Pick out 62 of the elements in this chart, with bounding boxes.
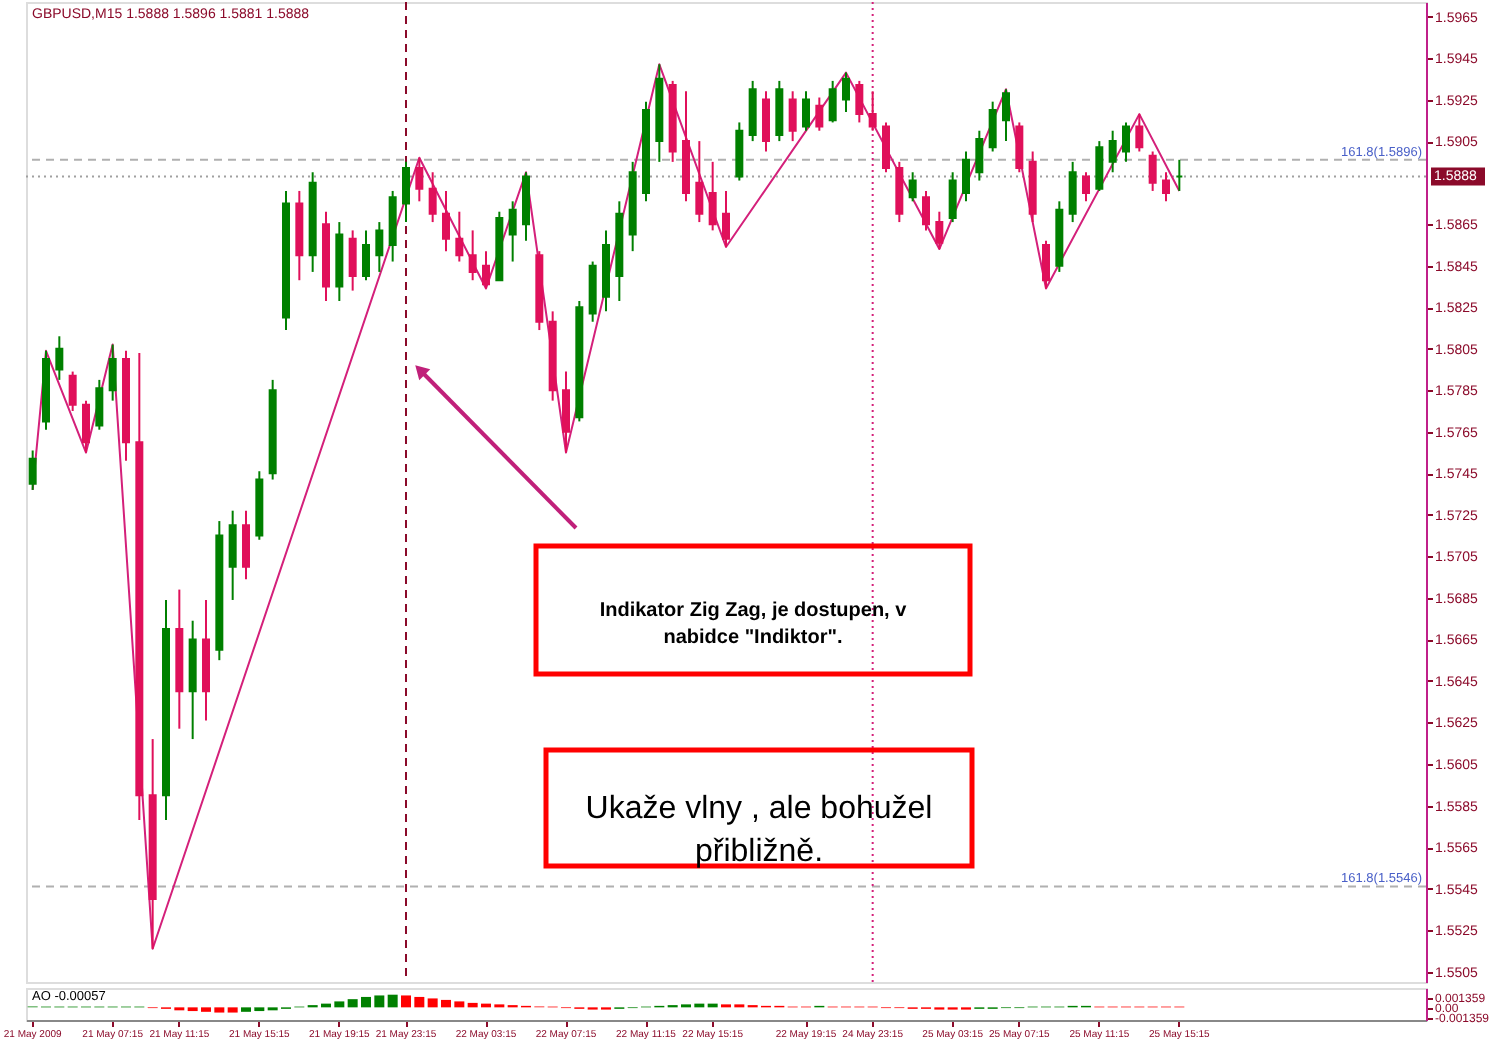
candlestick: [388, 189, 397, 263]
candlestick: [868, 90, 877, 132]
candlestick: [762, 90, 770, 153]
candlestick: [108, 343, 117, 402]
candlestick: [468, 229, 477, 282]
candlestick: [1095, 140, 1104, 192]
candlestick: [695, 140, 704, 224]
annotation: Indikator Zig Zag, je dostupen, v nabidce "Indiktor".: [599, 600, 908, 649]
candlestick: [722, 189, 730, 248]
candlestick: [1015, 121, 1024, 174]
candlestick: [375, 221, 384, 273]
candlestick: [1135, 113, 1144, 153]
candlestick: [828, 79, 837, 124]
candlestick: [442, 189, 450, 253]
annotation: Ukaže vlny , ale bohužel přibližně.: [585, 792, 933, 870]
candlestick: [82, 399, 90, 454]
candlestick: [228, 509, 237, 601]
candlestick: [962, 150, 970, 203]
candlestick: [1042, 239, 1050, 290]
candlestick: [882, 121, 890, 174]
candlestick: [588, 260, 597, 323]
candlestick: [95, 378, 104, 431]
candlestick: [428, 171, 437, 224]
candlestick: [802, 90, 810, 132]
candlestick: [562, 370, 570, 454]
candlestick: [975, 129, 984, 182]
candlestick: [922, 189, 930, 232]
candlestick: [988, 100, 997, 153]
candlestick: [1082, 171, 1090, 203]
line-series: [31, 63, 1181, 950]
candlestick: [242, 509, 250, 581]
candlestick: [895, 160, 904, 224]
candlestick: [415, 156, 424, 203]
candlestick: [1148, 150, 1157, 192]
candlestick: [1122, 121, 1130, 163]
candlestick: [28, 449, 37, 491]
candlestick: [362, 229, 370, 282]
candlestick: [908, 171, 917, 203]
candlestick: [348, 229, 357, 292]
candlestick: [1068, 160, 1077, 224]
candlestick: [522, 171, 530, 242]
candlestick: [935, 210, 944, 251]
candlestick: [948, 171, 957, 224]
bar: [387, 994, 398, 1008]
candlestick: [55, 335, 64, 381]
candlestick: [748, 79, 757, 143]
candlestick: [508, 200, 517, 263]
candlestick: [855, 79, 864, 124]
candlestick: [708, 160, 717, 232]
candlestick: [775, 79, 784, 143]
candlestick: [815, 96, 824, 132]
candlestick: [842, 71, 850, 114]
candlestick: [455, 210, 464, 263]
candlestick: [482, 250, 490, 290]
bar: [227, 1007, 238, 1013]
candlestick: [1162, 171, 1170, 203]
candlestick: [1002, 88, 1010, 143]
candlestick: [735, 121, 744, 182]
candlestick: [68, 370, 77, 413]
candlestick: [402, 160, 410, 224]
candlestick: [788, 90, 797, 143]
candlestick: [1108, 129, 1117, 174]
